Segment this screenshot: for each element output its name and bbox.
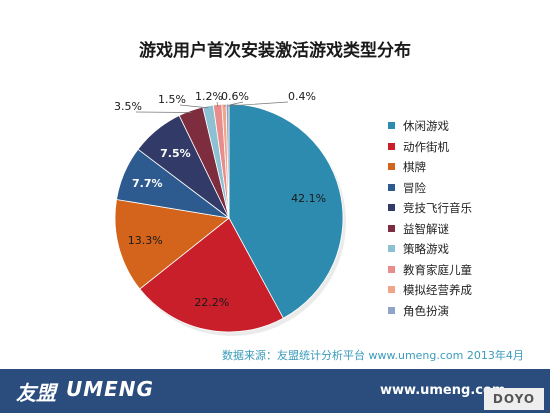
legend-item: 冒险	[388, 178, 538, 199]
chart-title: 游戏用户首次安装激活游戏类型分布	[139, 41, 411, 61]
slice-label: 42.1%	[291, 192, 326, 205]
slice-label: 0.4%	[288, 90, 316, 103]
legend-item: 竞技飞行音乐	[388, 198, 538, 219]
legend-label: 冒险	[403, 180, 426, 195]
legend-item: 动作街机	[388, 137, 538, 158]
pie-slice	[114, 199, 230, 290]
legend-label: 休闲游戏	[403, 119, 449, 133]
leader-line	[135, 111, 192, 113]
legend-label: 棋牌	[403, 160, 426, 174]
legend-swatch	[388, 265, 395, 273]
legend-item: 角色扮演	[388, 301, 538, 322]
legend-item: 休闲游戏	[388, 116, 538, 137]
legend-label: 教育家庭儿童	[403, 262, 472, 277]
legend-item: 模拟经营养成	[388, 280, 538, 301]
legend-swatch	[388, 245, 395, 252]
legend-swatch	[388, 306, 395, 314]
slice-label: 1.5%	[158, 93, 186, 106]
chart-legend: 休闲游戏动作街机棋牌冒险竞技飞行音乐 益智解谜策略游戏教育家庭儿童 模拟经营养成 角色…	[388, 116, 538, 321]
legend-label: 动作街机	[403, 139, 449, 154]
legend-label: 模拟经营养成	[403, 283, 472, 297]
legend-label: 益智解谜	[403, 221, 449, 236]
legend-label: 角色扮演	[403, 303, 449, 318]
pie-slice	[225, 103, 230, 219]
slice-label: 3.5%	[114, 100, 142, 113]
legend-swatch	[388, 286, 395, 293]
slice-label: 7.7%	[132, 177, 163, 190]
umeng-logo-en: UMENG	[66, 377, 154, 401]
leader-line	[216, 101, 219, 107]
legend-swatch	[388, 204, 395, 211]
legend-label: 竞技飞行音乐	[403, 201, 472, 215]
legend-swatch	[388, 122, 395, 129]
legend-item: 益智解谜	[388, 219, 538, 240]
footer-url: www.umeng.com	[380, 383, 506, 398]
footer-bar: 友盟 UMENG www.umeng.com DOYO	[0, 369, 550, 413]
slice-label: 13.3%	[128, 234, 163, 247]
pie-slice	[228, 103, 344, 319]
legend-swatch	[388, 224, 395, 232]
legend-swatch	[388, 183, 395, 191]
slice-label: 7.5%	[160, 147, 191, 160]
data-source-note: 数据来源：友盟统计分析平台 www.umeng.com 2013年4月	[222, 349, 524, 362]
legend-label: 策略游戏	[403, 242, 449, 256]
legend-item: 棋牌	[388, 157, 538, 178]
legend-swatch	[388, 163, 395, 170]
slice-label: 1.2%	[195, 90, 223, 103]
pie-slice	[139, 217, 284, 333]
legend-swatch	[388, 142, 395, 150]
legend-item: 教育家庭儿童	[388, 260, 538, 281]
legend-item: 策略游戏	[388, 239, 538, 260]
leader-line	[227, 101, 289, 107]
doyo-watermark: DOYO	[484, 388, 544, 410]
umeng-logo-cn: 友盟	[16, 381, 56, 405]
slice-label: 0.6%	[221, 90, 249, 103]
leader-line	[179, 104, 209, 109]
slice-label: 22.2%	[194, 296, 229, 309]
